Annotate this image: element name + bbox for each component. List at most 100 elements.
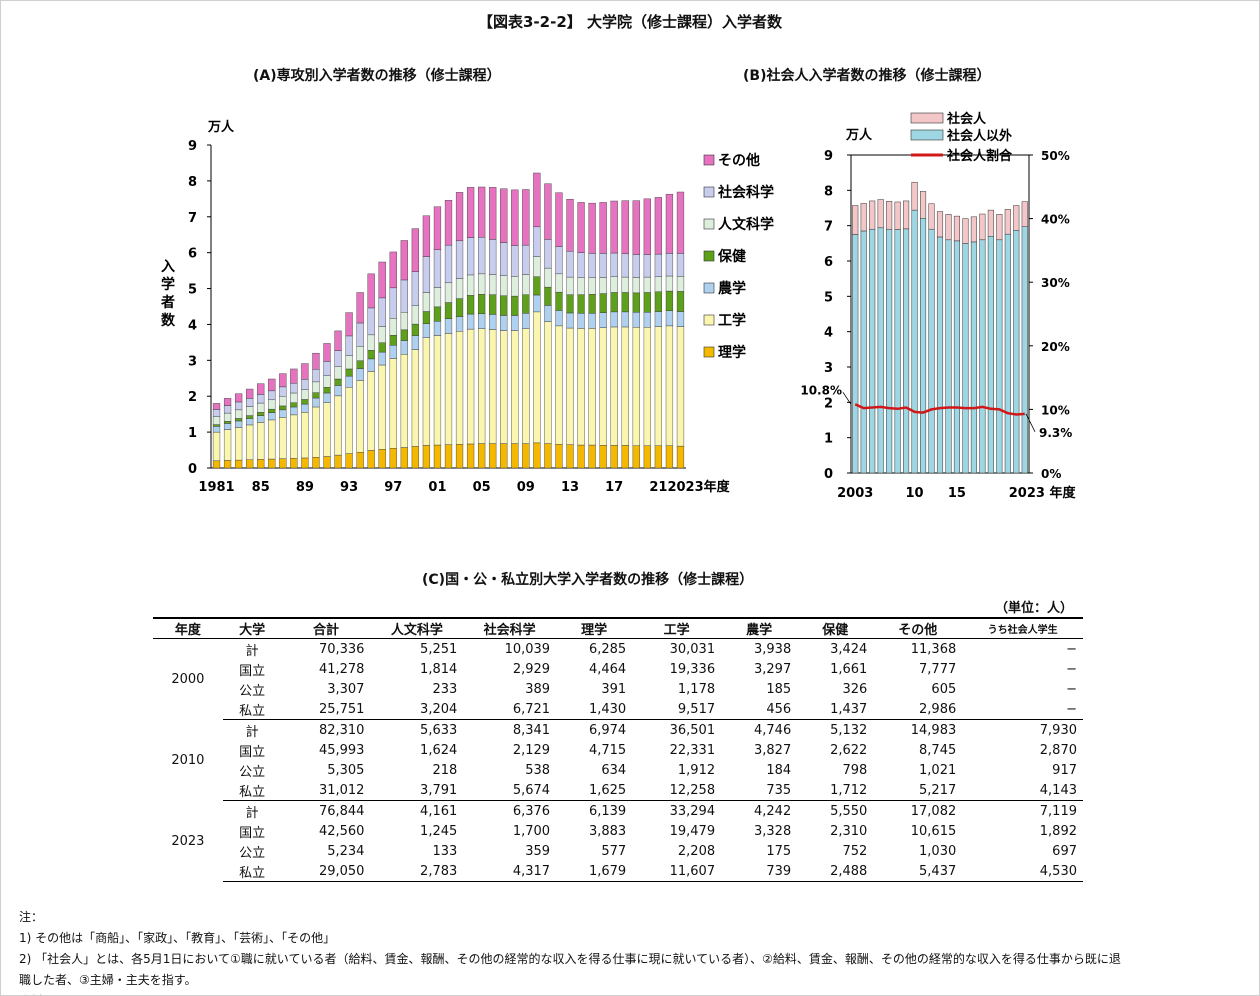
chart-a-unit: 万人 bbox=[207, 119, 235, 135]
chart-a-bar-segment bbox=[367, 450, 375, 469]
chart-b-ytick-label: 6 bbox=[824, 255, 833, 270]
chart-a-bar-segment bbox=[301, 399, 309, 405]
chart-a-bar-segment bbox=[212, 409, 221, 417]
chart-b-bar-segment bbox=[936, 236, 944, 474]
chart-a-bar-segment bbox=[665, 310, 674, 327]
value-cell: 391 bbox=[601, 681, 627, 697]
chart-a-bar-segment bbox=[433, 306, 442, 322]
chart-a-bar-segment bbox=[466, 295, 475, 315]
chart-a-bar-segment bbox=[665, 290, 674, 312]
value-cell: 42,560 bbox=[318, 823, 365, 839]
value-cell: 2,129 bbox=[512, 742, 551, 758]
chart-a-bar-segment bbox=[610, 445, 618, 469]
value-cell: 2,783 bbox=[370, 861, 464, 882]
value-cell: 1,892 bbox=[1039, 823, 1077, 839]
chart-a-bar-segment bbox=[654, 253, 663, 277]
chart-a-bar-segment bbox=[610, 252, 618, 277]
chart-a-bar-segment bbox=[489, 443, 497, 469]
chart-a-bar-segment bbox=[323, 402, 331, 457]
value-cell: 6,376 bbox=[512, 803, 551, 819]
value-cell: 2,929 bbox=[512, 661, 551, 677]
chart-a-bar-segment bbox=[334, 330, 342, 351]
chart-a-bar-segment bbox=[389, 448, 397, 469]
chart-a-bar-segment bbox=[522, 443, 530, 469]
chart-a-bar-segment bbox=[268, 419, 276, 460]
university-cell: 公立 bbox=[239, 845, 266, 861]
chart-a-bar-segment bbox=[478, 443, 486, 469]
value-cell: 3,938 bbox=[754, 641, 792, 657]
chart-b-bar-segment bbox=[1004, 209, 1011, 235]
chart-a-bar-segment bbox=[632, 312, 640, 328]
year-cell: 2000 bbox=[171, 671, 205, 687]
chart-a-bar-segment bbox=[654, 445, 663, 469]
chart-a-bar-segment bbox=[522, 328, 530, 444]
university-cell: 公立 bbox=[239, 764, 266, 780]
chart-a-bar-segment bbox=[212, 403, 221, 410]
chart-a-bar-segment bbox=[334, 385, 342, 397]
chart-a-bar-segment bbox=[566, 251, 574, 278]
chart-a-bar-segment bbox=[389, 345, 397, 359]
chart-a-bar-segment bbox=[312, 397, 320, 408]
chart-a-bar-segment bbox=[500, 315, 508, 331]
table-header-cell: 農学 bbox=[721, 618, 798, 639]
chart-a-bar-segment bbox=[356, 360, 364, 369]
chart-b-bar-segment bbox=[903, 200, 910, 230]
chart-a-bar-segment bbox=[334, 454, 342, 469]
chart-a-bar-segment bbox=[301, 412, 309, 459]
chart-a-bar-segment bbox=[577, 444, 585, 469]
chart-a-bar-segment bbox=[367, 334, 375, 351]
table-header-cell: 大学 bbox=[222, 618, 282, 639]
chart-a-bar-segment bbox=[577, 277, 585, 295]
chart-b-bar-segment bbox=[1013, 205, 1020, 231]
value-cell: 4,464 bbox=[588, 661, 627, 677]
table-row: 国立 41,278 1,814 2,929 4,464 19,336 3,297 1,661 7… bbox=[153, 659, 1083, 679]
chart-a-bar-segment bbox=[599, 293, 607, 313]
chart-a-bar-segment bbox=[654, 311, 663, 327]
university-cell: 国立 bbox=[239, 744, 266, 760]
chart-a-bar-segment bbox=[466, 443, 475, 469]
chart-a-bar-segment bbox=[422, 311, 431, 324]
table-row: 2023 計 76,844 4,161 6,376 6,139 33,294 4,242 5,5… bbox=[153, 801, 1083, 849]
value-cell: 3,204 bbox=[370, 699, 464, 720]
chart-b-bar-segment bbox=[953, 240, 960, 474]
chart-a-bar-segment bbox=[466, 187, 475, 238]
chart-b-title: (B)社会人入学者数の推移（修士課程） bbox=[743, 68, 991, 84]
chart-a-bar-segment bbox=[378, 297, 386, 327]
chart-a-bar-segment bbox=[212, 431, 221, 462]
value-cell: 19,336 bbox=[669, 661, 716, 677]
chart-a-bar-segment bbox=[455, 278, 464, 299]
chart-a-bar-segment bbox=[323, 361, 331, 376]
chart-a-bar-segment bbox=[478, 294, 486, 314]
value-cell: 3,791 bbox=[370, 780, 464, 801]
value-cell: 798 bbox=[842, 762, 868, 778]
chart-a-xtick-label: 93 bbox=[340, 480, 358, 495]
value-cell: 6,974 bbox=[588, 722, 627, 738]
chart-b-bar-segment bbox=[1021, 201, 1028, 227]
chart-a-bar-segment bbox=[555, 291, 563, 311]
value-cell: 2,986 bbox=[873, 699, 963, 720]
chart-a-bar-segment bbox=[676, 445, 685, 469]
chart-a-legend-label: 社会科学 bbox=[717, 184, 774, 201]
chart-a-bar-segment bbox=[643, 327, 651, 446]
chart-a-bar-segment bbox=[345, 387, 353, 454]
chart-a-bar-segment bbox=[411, 349, 419, 447]
chart-a-bar-segment bbox=[533, 172, 541, 228]
chart-a-bar-segment bbox=[522, 274, 530, 295]
chart-a-bar-segment bbox=[489, 314, 497, 330]
university-cell: 計 bbox=[245, 724, 259, 740]
chart-a-bar-segment bbox=[223, 429, 232, 461]
chart-a-bar-segment bbox=[632, 327, 640, 446]
chart-a-bar-segment bbox=[279, 396, 287, 407]
chart-b-left-annotation-leader bbox=[842, 392, 852, 405]
chart-a-bar-segment bbox=[290, 402, 298, 408]
university-cell: 計 bbox=[245, 643, 259, 659]
chart-a-bar-segment bbox=[422, 256, 431, 293]
chart-b-ytick-label: 7 bbox=[824, 220, 833, 235]
chart-a-bar-segment bbox=[621, 311, 629, 328]
chart-a-bar-segment bbox=[665, 253, 674, 277]
value-cell: 7,930 bbox=[1039, 722, 1077, 738]
chart-a-ylabel: 数 bbox=[161, 312, 176, 329]
chart-a-bar-segment bbox=[555, 325, 563, 445]
chart-a-bar-segment bbox=[290, 392, 298, 403]
